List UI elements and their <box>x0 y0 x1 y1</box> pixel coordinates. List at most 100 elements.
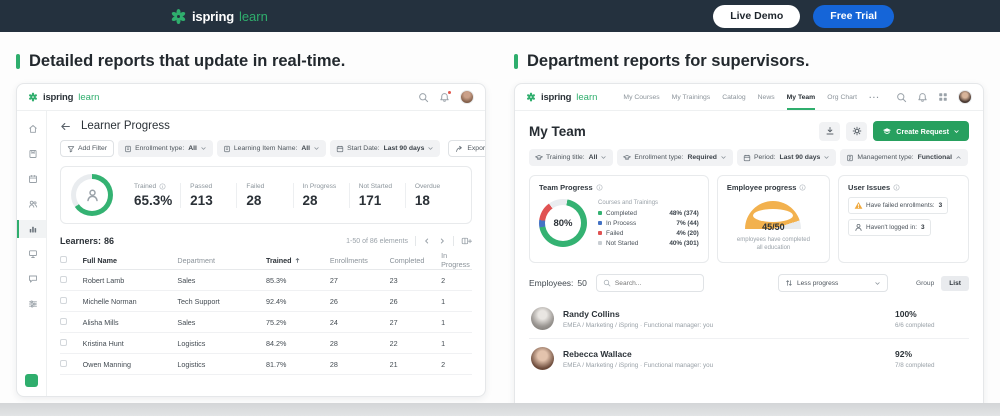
employees-label: Employees: <box>529 278 574 288</box>
enrollment-type-filter[interactable]: Enrollment type: All <box>118 140 213 157</box>
user-avatar[interactable] <box>460 90 474 104</box>
employee-row[interactable]: Randy Collins EMEA / Marketing / iSpring… <box>529 299 969 338</box>
sort-select[interactable]: Less progress <box>777 274 888 292</box>
learning-item-filter[interactable]: Learning Item Name: All <box>216 140 327 157</box>
sidebar-reports-icon[interactable] <box>17 220 46 238</box>
employee-percent: 92% <box>895 348 913 359</box>
free-trial-button[interactable]: Free Trial <box>813 4 894 28</box>
create-request-button[interactable]: Create Request <box>873 121 969 141</box>
live-demo-button[interactable]: Live Demo <box>713 4 801 28</box>
employee-completed: 6/6 completed <box>895 321 935 329</box>
site-header: ispring learn Live Demo Free Trial <box>0 0 1000 32</box>
employee-search[interactable] <box>595 274 704 292</box>
app-nav: My Courses My Trainings Catalog News My … <box>623 84 880 110</box>
sidebar-help-button[interactable] <box>25 374 38 387</box>
nav-my-trainings[interactable]: My Trainings <box>672 84 711 110</box>
row-checkbox[interactable] <box>60 317 67 325</box>
back-arrow-icon[interactable] <box>60 121 71 132</box>
chevron-up-icon <box>956 156 961 159</box>
enrollment-type-filter[interactable]: Enrollment type: Required <box>617 149 733 166</box>
nav-more-icon[interactable]: ··· <box>869 84 880 110</box>
left-heading-text: Detailed reports that update in real-tim… <box>29 52 346 70</box>
nav-catalog[interactable]: Catalog <box>722 84 745 110</box>
select-all-checkbox[interactable] <box>60 255 67 263</box>
info-icon[interactable] <box>893 184 900 191</box>
stat-in-progress: In Progress 28 <box>292 182 349 208</box>
table-row[interactable]: Alisha Mills Sales 75.2% 24 27 1 <box>60 312 472 333</box>
nav-my-team[interactable]: My Team <box>786 84 815 110</box>
list-view-button[interactable]: List <box>941 275 969 291</box>
add-filter-button[interactable]: Add Filter <box>60 140 115 157</box>
left-app-body: Learner Progress Add Filter Enrollment t… <box>17 111 485 396</box>
export-icon <box>456 145 463 152</box>
employees-toolbar: Employees:50 Less progress Group List <box>529 274 969 292</box>
sidebar-people-icon[interactable] <box>17 195 46 213</box>
nav-org-chart[interactable]: Org Chart <box>827 84 857 110</box>
notifications-bell-icon[interactable] <box>917 92 928 103</box>
row-checkbox[interactable] <box>60 296 67 304</box>
not-logged-in-chip[interactable]: Haven't logged in: 3 <box>848 219 931 236</box>
sidebar-courses-icon[interactable] <box>17 145 46 163</box>
apps-grid-icon[interactable] <box>938 92 948 102</box>
header-icons <box>418 89 474 104</box>
info-icon[interactable] <box>799 184 806 191</box>
learners-count: 86 <box>104 236 115 246</box>
graduation-cap-icon <box>535 154 543 160</box>
legend-item: Completed 48% (374) <box>598 210 699 217</box>
row-checkbox[interactable] <box>60 359 67 367</box>
search-input[interactable] <box>614 279 697 287</box>
start-date-filter[interactable]: Start Date: Last 90 days <box>330 140 441 157</box>
employee-row[interactable]: Rebecca Wallace EMEA / Marketing / iSpri… <box>529 338 969 378</box>
group-view-button[interactable]: Group <box>909 276 941 291</box>
ispring-flower-icon <box>29 92 37 102</box>
sidebar-home-icon[interactable] <box>17 120 46 138</box>
stat-passed: Passed 213 <box>180 182 236 208</box>
search-icon[interactable] <box>418 92 429 103</box>
chevron-down-icon <box>721 156 726 159</box>
right-heading: Department reports for supervisors. <box>514 52 984 71</box>
page-actions: Create Request <box>819 121 969 141</box>
download-button[interactable] <box>819 121 841 141</box>
employee-list: Randy Collins EMEA / Marketing / iSpring… <box>529 299 969 378</box>
employee-progress-caption: employees have completed all education <box>736 237 810 252</box>
columns-settings-button[interactable] <box>461 236 472 246</box>
chevron-down-icon <box>601 156 606 159</box>
sidebar-calendar-icon[interactable] <box>17 170 46 188</box>
table-row[interactable]: Owen Manning Logistics 81.7% 28 21 2 <box>60 354 472 375</box>
row-checkbox[interactable] <box>60 275 67 283</box>
table-row[interactable]: Kristina Hunt Logistics 84.2% 28 22 1 <box>60 333 472 354</box>
app-logo[interactable]: ispring learn <box>28 92 99 103</box>
learners-header: Learners: 86 1-50 of 86 elements <box>60 236 472 246</box>
heading-accent-bar <box>16 54 20 69</box>
settings-button[interactable] <box>846 121 868 141</box>
sidebar-monitor-icon[interactable] <box>17 245 46 263</box>
app-logo[interactable]: ispring learn <box>526 92 597 103</box>
sidebar-messages-icon[interactable] <box>17 270 46 288</box>
document-icon <box>224 145 230 152</box>
info-icon[interactable] <box>596 184 603 191</box>
training-title-filter[interactable]: Training title: All <box>529 149 614 166</box>
search-icon[interactable] <box>896 92 907 103</box>
chevron-down-icon <box>954 129 959 133</box>
nav-my-courses[interactable]: My Courses <box>623 84 659 110</box>
team-progress-percent: 80% <box>545 205 581 241</box>
table-row[interactable]: Michelle Norman Tech Support 92.4% 26 26 1 <box>60 291 472 312</box>
info-icon[interactable] <box>159 182 166 190</box>
period-filter[interactable]: Period: Last 90 days <box>736 149 837 166</box>
row-checkbox[interactable] <box>60 338 67 346</box>
management-type-filter[interactable]: Management type: Functional <box>840 149 968 166</box>
next-page-button[interactable] <box>438 237 446 245</box>
notifications-bell-icon[interactable] <box>439 89 452 103</box>
export-button[interactable]: Export <box>448 140 485 157</box>
table-row[interactable]: Robert Lamb Sales 85.3% 27 23 2 <box>60 270 472 291</box>
failed-enrollments-chip[interactable]: Have failed enrollments: 3 <box>848 197 949 214</box>
content: Detailed reports that update in real-tim… <box>0 32 1000 411</box>
sidebar-settings-icon[interactable] <box>17 295 46 313</box>
ispring-flower-icon <box>527 92 535 102</box>
prev-page-button[interactable] <box>423 237 431 245</box>
ispring-logo[interactable]: ispring learn <box>170 8 268 25</box>
user-avatar[interactable] <box>958 90 972 104</box>
nav-news[interactable]: News <box>758 84 775 110</box>
learners-table: Full Name Department Trained Enrollments… <box>60 251 472 375</box>
employee-name: Randy Collins <box>563 308 620 319</box>
